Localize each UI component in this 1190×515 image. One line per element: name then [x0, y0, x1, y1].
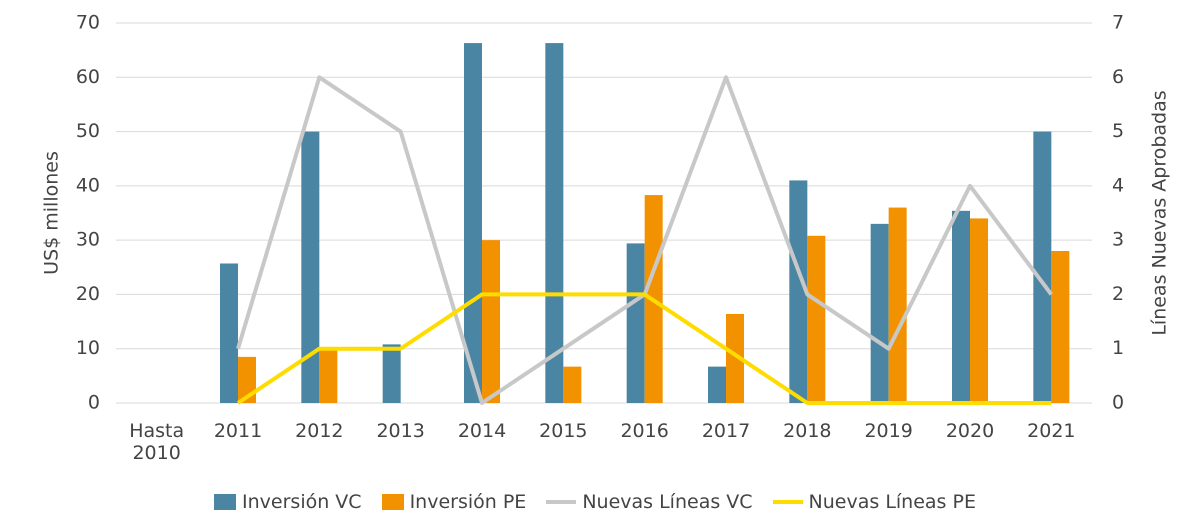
- y2-tick-label: 6: [1112, 66, 1124, 88]
- legend-swatch: [546, 500, 577, 504]
- bar: [789, 180, 808, 403]
- legend-item: Inversión PE: [381, 491, 527, 513]
- y-tick-label: 60: [76, 66, 100, 88]
- legend-label: Inversión PE: [409, 491, 527, 513]
- legend-item: Inversión VC: [214, 491, 362, 513]
- legend: Inversión VC Inversión PE Nuevas Líneas VC…: [0, 491, 1190, 513]
- legend-label: Nuevas Líneas PE: [808, 491, 976, 513]
- bar: [952, 210, 970, 403]
- x-tick-label: Hasta 2010: [129, 420, 185, 464]
- legend-item: Nuevas Líneas VC: [546, 491, 753, 513]
- x-tick-label: 2021: [1027, 420, 1076, 442]
- y2-axis-title: Líneas Nuevas Aprobadas: [1149, 90, 1171, 335]
- x-tick-label: 2017: [701, 420, 751, 442]
- x-tick-label: 2011: [213, 420, 263, 442]
- y2-tick-label: 3: [1112, 229, 1124, 251]
- bar: [888, 207, 907, 403]
- legend-swatch: [214, 494, 237, 510]
- y-tick-label: 20: [76, 283, 100, 305]
- bar: [970, 218, 988, 403]
- bar: [708, 366, 726, 403]
- y2-tick-label: 0: [1112, 392, 1124, 414]
- x-tick-label: 2015: [539, 420, 588, 442]
- bar: [807, 235, 826, 403]
- y-tick-label: 30: [76, 229, 100, 251]
- bar: [220, 263, 238, 403]
- y-tick-label: 10: [76, 337, 100, 359]
- x-tick-label: 2018: [783, 420, 832, 442]
- y2-tick-label: 7: [1112, 12, 1124, 34]
- legend-label: Inversión VC: [242, 491, 362, 513]
- y2-tick-label: 4: [1112, 174, 1124, 196]
- y-tick-label: 50: [76, 120, 100, 142]
- y-tick-label: 70: [76, 12, 100, 34]
- y2-tick-label: 1: [1112, 337, 1124, 359]
- bar: [238, 356, 256, 403]
- bar: [464, 43, 482, 403]
- bar: [482, 240, 500, 403]
- y-tick-label: 0: [88, 392, 100, 414]
- bar: [545, 43, 564, 403]
- bar: [726, 313, 744, 403]
- line: [236, 292, 1052, 405]
- x-tick-label: 2014: [457, 420, 507, 442]
- bar: [563, 366, 582, 403]
- x-tick-label: 2020: [945, 420, 995, 442]
- y-axis-title: US$ millones: [41, 151, 63, 275]
- y-tick-label: 40: [76, 174, 100, 196]
- y2-tick-label: 5: [1112, 120, 1124, 142]
- bar: [382, 344, 401, 403]
- x-tick-label: 2019: [864, 420, 913, 442]
- bar: [870, 223, 889, 403]
- x-tick-label: 2016: [620, 420, 669, 442]
- bar: [301, 131, 320, 404]
- bar: [1051, 251, 1070, 403]
- bar: [626, 243, 645, 403]
- legend-item: Nuevas Líneas PE: [772, 491, 976, 513]
- x-tick-label: 2012: [295, 420, 344, 442]
- x-tick-label: 2013: [376, 420, 425, 442]
- legend-swatch: [381, 494, 404, 510]
- y2-tick-label: 2: [1112, 283, 1124, 305]
- legend-swatch: [772, 500, 803, 504]
- bar: [1033, 131, 1052, 404]
- legend-label: Nuevas Líneas VC: [582, 491, 753, 513]
- bar: [319, 349, 338, 403]
